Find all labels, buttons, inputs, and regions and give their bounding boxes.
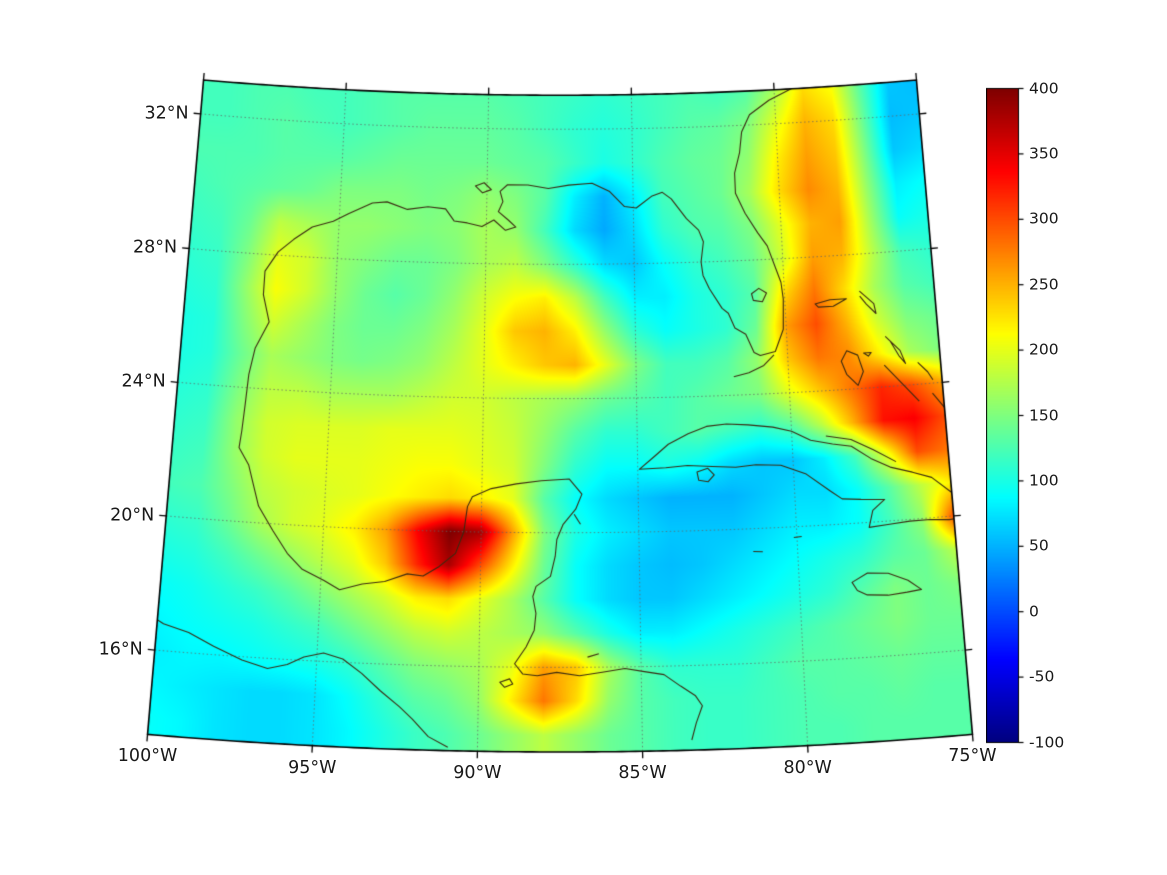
colorbar-tick-label: -100 <box>1029 732 1065 751</box>
colorbar-tick-label: 150 <box>1029 405 1059 424</box>
colorbar-tick-label: 350 <box>1029 144 1059 163</box>
colorbar <box>986 86 1026 746</box>
colorbar-tick-label: -50 <box>1029 667 1055 686</box>
colorbar-tick-label: 400 <box>1029 78 1059 97</box>
lon-tick-label: 85°W <box>618 763 667 784</box>
colorbar-tick-label: 200 <box>1029 340 1059 359</box>
colorbar-tick-label: 250 <box>1029 274 1059 293</box>
map-heatmap-canvas <box>118 66 1002 766</box>
colorbar-tick-label: 100 <box>1029 471 1059 490</box>
lon-tick-label: 90°W <box>453 763 502 784</box>
colorbar-tick-label: 50 <box>1029 536 1049 555</box>
colorbar-tick-label: 300 <box>1029 209 1059 228</box>
colorbar-tick-label: 0 <box>1029 601 1039 620</box>
